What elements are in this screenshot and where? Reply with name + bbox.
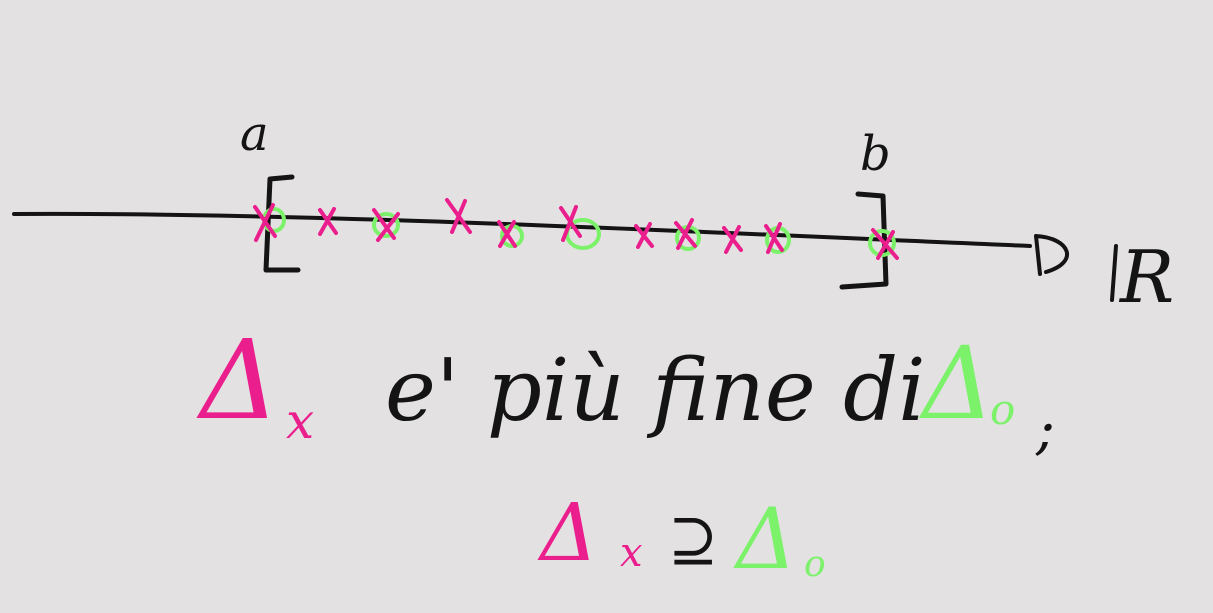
label-R: R xyxy=(1118,235,1174,319)
relation-delta-o: Δ xyxy=(733,490,797,588)
cross-mark xyxy=(372,208,400,242)
relation-delta-x: Δ xyxy=(537,486,598,579)
semicolon: ; xyxy=(1035,397,1055,462)
relation-line: Δ x ⊇ Δ o xyxy=(537,486,826,588)
cross-mark xyxy=(674,218,697,250)
label-a: a xyxy=(240,106,269,162)
delta-o-symbol: Δ xyxy=(918,325,994,442)
sentence-line: Δ x e' più fine di Δ o ; xyxy=(196,316,1055,462)
delta-x-symbol: Δ xyxy=(196,316,279,444)
pink-cross-marks xyxy=(253,198,899,260)
cross-mark xyxy=(318,207,338,236)
label-b: b xyxy=(860,126,891,182)
cross-mark xyxy=(497,220,517,248)
sentence-text: e' più fine di xyxy=(385,341,926,441)
cross-mark xyxy=(559,205,582,242)
right-bracket xyxy=(839,191,889,290)
cross-mark xyxy=(253,203,277,242)
axis-arrow-icon xyxy=(1034,234,1069,276)
cross-mark xyxy=(871,228,899,260)
relation-sub-x: x xyxy=(620,530,643,576)
cross-mark xyxy=(634,222,654,249)
delta-o-subscript: o xyxy=(990,385,1015,434)
delta-x-subscript: x xyxy=(286,392,314,450)
cross-mark xyxy=(722,225,743,254)
circle-mark xyxy=(372,212,400,238)
relation-symbol: ⊇ xyxy=(668,505,718,575)
relation-sub-o: o xyxy=(804,544,826,585)
cross-mark xyxy=(764,222,784,254)
cross-mark xyxy=(445,198,472,234)
real-numbers-symbol: R xyxy=(1110,235,1174,319)
